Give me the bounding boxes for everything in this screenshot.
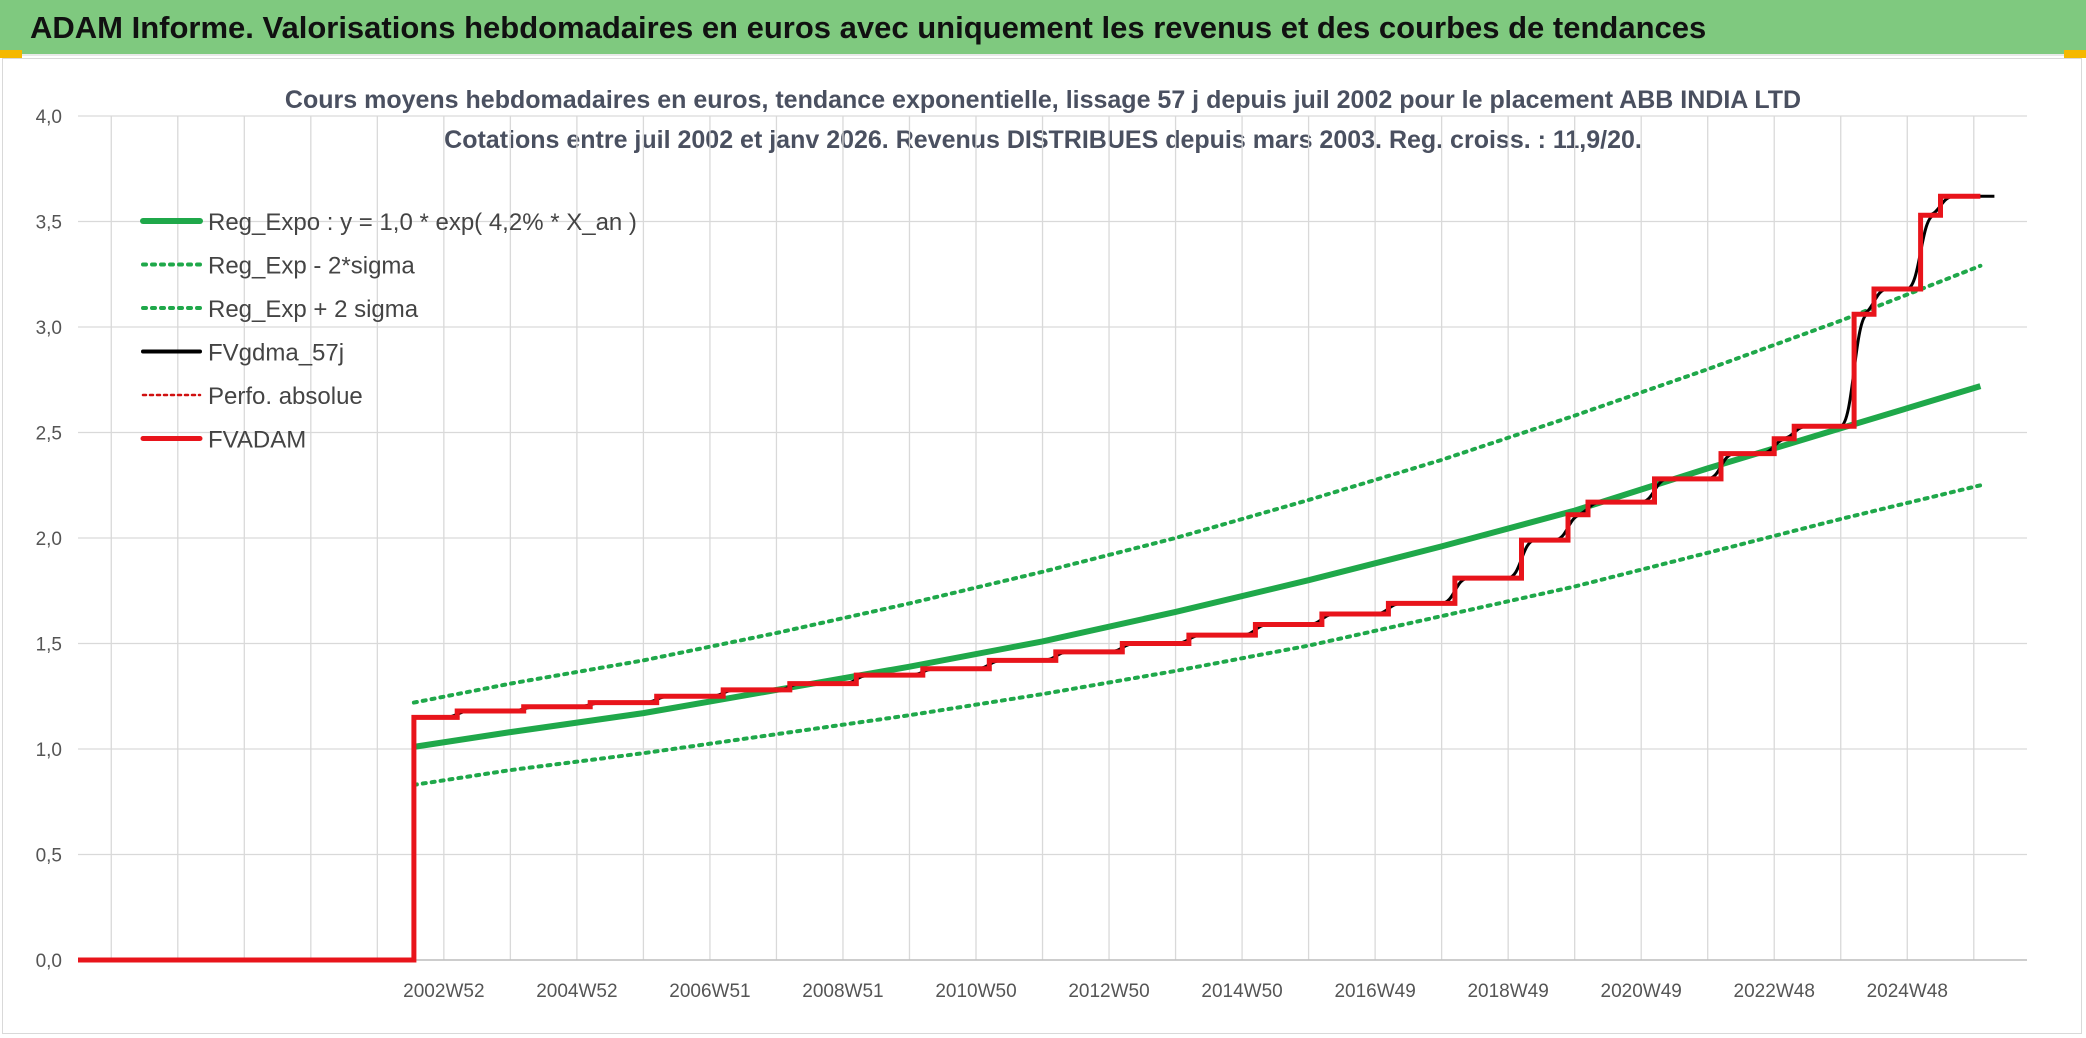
- report-banner: ADAM Informe. Valorisations hebdomadaire…: [0, 0, 2086, 56]
- y-tick-label: 1,0: [36, 740, 62, 761]
- x-tick-label: 2004W52: [536, 981, 617, 1002]
- legend-label-reg_plus: Reg_Exp + 2 sigma: [208, 296, 419, 323]
- x-tick-label: 2006W51: [669, 981, 750, 1002]
- series-reg-expo: [413, 383, 1982, 750]
- y-tick-label: 2,5: [36, 424, 62, 445]
- x-tick-label: 2022W48: [1734, 981, 1815, 1002]
- y-tick-label: 1,5: [36, 635, 62, 656]
- x-tick-label: 2018W49: [1467, 981, 1548, 1002]
- legend-label-fvadam: FVADAM: [208, 427, 306, 454]
- banner-accent-right: [2064, 50, 2086, 58]
- x-tick-label: 2002W52: [403, 981, 484, 1002]
- series-fvadam: [78, 193, 1981, 963]
- x-tick-label: 2016W49: [1334, 981, 1415, 1002]
- y-tick-label: 2,0: [36, 529, 62, 550]
- series-reg-plus-2sigma: [411, 263, 1983, 705]
- legend-label-fvgdma: FVgdma_57j: [208, 340, 344, 367]
- y-tick-label: 0,5: [36, 846, 62, 867]
- legend-label-reg_expo: Reg_Expo : y = 1,0 * exp( 4,2% * X_an ): [208, 209, 637, 236]
- report-title: ADAM Informe. Valorisations hebdomadaire…: [30, 10, 1707, 45]
- x-tick-label: 2012W50: [1068, 981, 1149, 1002]
- y-tick-label: 0,0: [36, 951, 62, 972]
- banner-accent-left: [0, 50, 22, 58]
- series-reg-minus-2sigma: [411, 483, 1983, 787]
- x-tick-label: 2024W48: [1867, 981, 1948, 1002]
- y-tick-label: 4,0: [36, 107, 62, 128]
- x-tick-label: 2014W50: [1201, 981, 1282, 1002]
- y-tick-label: 3,0: [36, 318, 62, 339]
- legend-label-perfo: Perfo. absolue: [208, 383, 363, 410]
- y-tick-label: 3,5: [36, 213, 62, 234]
- x-tick-label: 2010W50: [935, 981, 1016, 1002]
- chart-title: Cours moyens hebdomadaires en euros, ten…: [284, 86, 1802, 114]
- x-tick-label: 2020W49: [1601, 981, 1682, 1002]
- x-tick-label: 2008W51: [802, 981, 883, 1002]
- chart-frame: [2, 58, 2082, 1034]
- legend-label-reg_minus: Reg_Exp - 2*sigma: [208, 253, 415, 280]
